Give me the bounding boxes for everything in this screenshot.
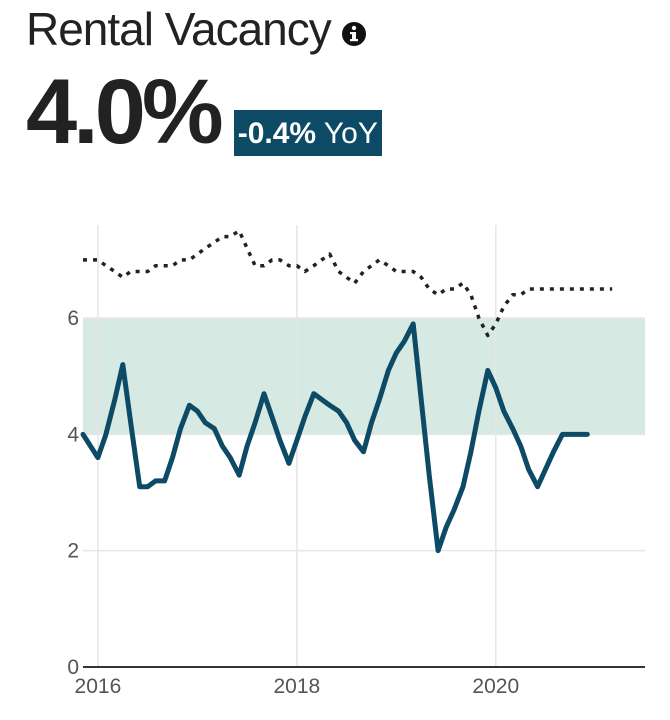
yoy-badge: -0.4% YoY <box>233 110 382 156</box>
y-tick-label: 0 <box>67 656 79 679</box>
info-icon[interactable] <box>341 21 367 47</box>
header: Rental Vacancy <box>26 0 367 58</box>
target-band <box>83 318 645 435</box>
comparison-series-line <box>83 229 613 338</box>
y-tick-label: 4 <box>67 423 79 446</box>
y-tick-label: 6 <box>67 307 79 330</box>
current-value: 4.0% <box>26 61 224 163</box>
x-tick-label: 2016 <box>75 675 122 698</box>
title-row: Rental Vacancy <box>26 0 367 58</box>
y-tick-label: 2 <box>67 540 79 563</box>
yoy-delta: -0.4% <box>237 117 317 150</box>
x-tick-label: 2018 <box>273 675 320 698</box>
value-row: 4.0% -0.4% YoY <box>26 66 382 158</box>
yoy-suffix: YoY <box>323 117 378 150</box>
x-tick-label: 2020 <box>472 675 519 698</box>
vacancy-series-line <box>80 321 590 554</box>
page-title: Rental Vacancy <box>26 3 332 55</box>
